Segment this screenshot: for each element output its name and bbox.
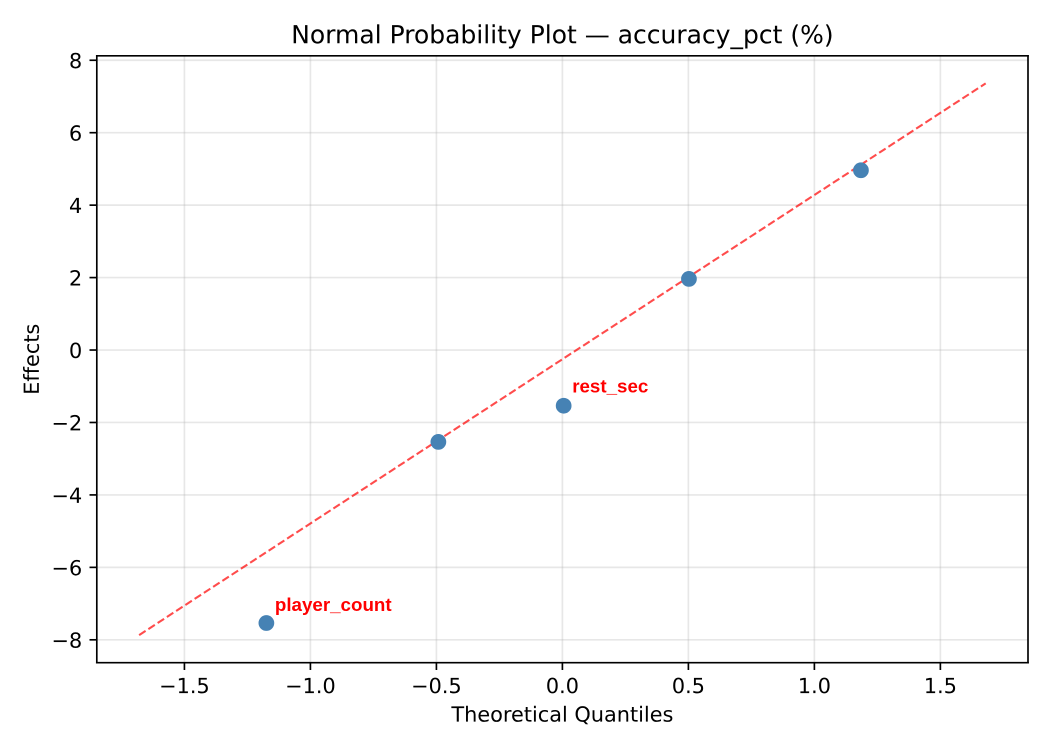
svg-text:player_count: player_count — [275, 594, 392, 615]
svg-text:rest_sec: rest_sec — [572, 376, 648, 397]
